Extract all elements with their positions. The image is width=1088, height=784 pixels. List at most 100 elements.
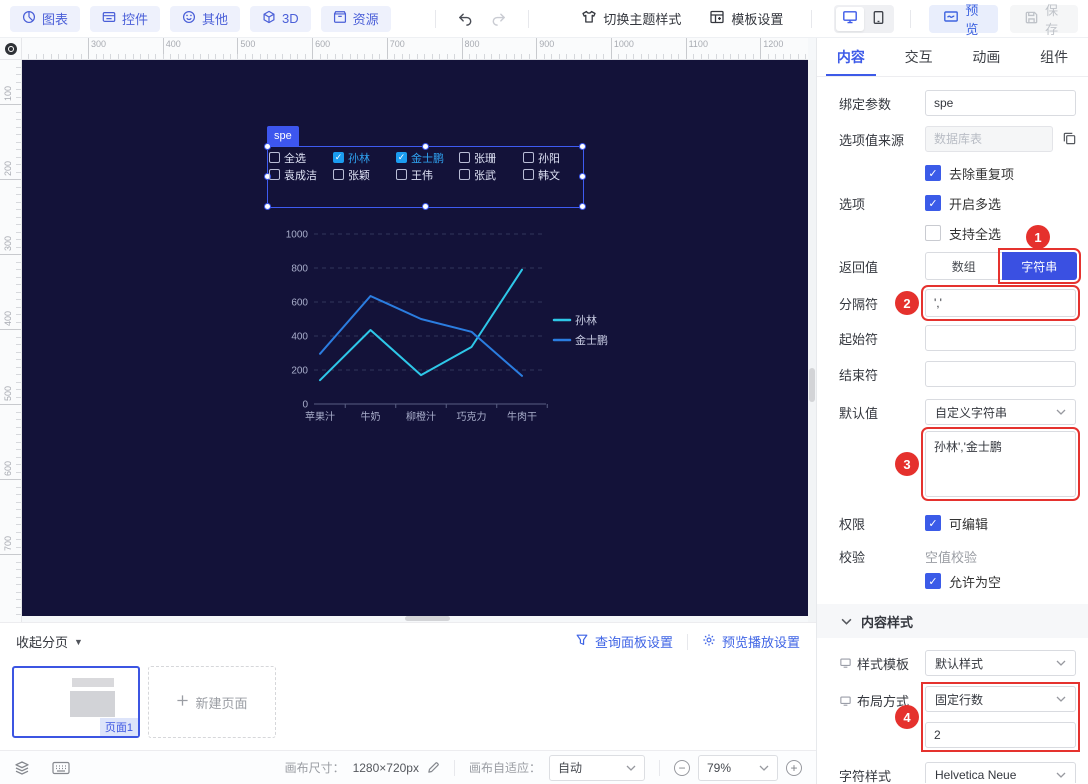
tab-animation[interactable]: 动画 [972,49,1001,65]
h-ruler-tick-label: 500 [240,39,256,49]
chart-series-line [319,295,523,377]
edit-pencil-icon[interactable] [427,761,440,774]
end-char-input[interactable] [925,361,1076,387]
design-canvas[interactable]: spe 全选 ✓ 孙林 ✓ 金士鹏 张珊 孙阳 袁成洁 张颖 王伟 张武 韩文 0 200 400 600 8… [22,60,808,616]
selection-handle[interactable] [579,173,586,180]
checkbox-unchecked-icon [523,169,534,180]
default-value-textarea[interactable] [921,427,1080,501]
save-button[interactable]: 保存 [1010,3,1078,37]
layout-mode-select[interactable]: 固定行数 [925,686,1076,712]
new-page-label: 新建页面 [195,695,248,711]
menu-charts-button[interactable]: 图表 [10,5,81,32]
checkbox-checked-icon: ✓ [396,152,407,163]
legend-label[interactable]: 孙林 [575,313,597,327]
selection-handle[interactable] [579,203,586,210]
canvas-fit-select[interactable]: 自动 [549,754,645,781]
vertical-scrollbar-thumb[interactable] [809,368,815,402]
thumbnail-placeholder-bar [72,678,114,687]
chevron-down-icon [1056,696,1066,702]
canvas-checkbox-option[interactable]: ✓ 孙林 [333,150,396,166]
selection-handle[interactable] [264,143,271,150]
return-string-option[interactable]: 字符串 [997,248,1081,284]
collapse-pages-button[interactable]: 收起分页 ▼ [16,632,83,651]
default-type-select[interactable]: 自定义字符串 [925,399,1076,425]
desktop-mode-button[interactable] [836,6,865,31]
template-settings-button[interactable]: 模板设置 [709,9,783,28]
selection-handle[interactable] [579,143,586,150]
tshirt-icon [581,9,597,28]
source-input[interactable] [925,126,1053,152]
multi-select-checkbox[interactable]: ✓ 开启多选 [925,192,1076,214]
layers-icon[interactable] [14,760,30,776]
canvas-checkbox-option[interactable]: 张武 [459,167,523,183]
binding-param-input[interactable] [925,90,1076,116]
theme-switch-button[interactable]: 切换主题样式 [581,9,681,28]
chevron-down-icon [626,765,636,771]
tab-interaction[interactable]: 交互 [904,49,933,65]
zoom-in-icon[interactable]: + [786,759,802,776]
tab-component[interactable]: 组件 [1040,49,1069,65]
canvas-checkbox-option[interactable]: 韩文 [523,167,583,183]
zoom-level-select[interactable]: 79% [698,754,778,781]
undo-icon[interactable] [456,7,476,31]
menu-3d-button[interactable]: 3D [250,5,311,32]
selection-handle[interactable] [264,173,271,180]
selection-handle[interactable] [264,203,271,210]
canvas-checkbox-option[interactable]: 张颖 [333,167,396,183]
legend-label[interactable]: 金士鹏 [575,333,608,347]
cube-icon [262,10,276,27]
zoom-out-icon[interactable]: − [674,759,690,776]
preview-button[interactable]: 预览 [929,3,999,37]
start-char-input[interactable] [925,325,1076,351]
canvas-checkbox-option[interactable]: 张珊 [459,150,523,166]
checkbox-unchecked-icon [523,152,534,163]
select-all-checkbox[interactable]: 支持全选 [925,222,1076,244]
thumbnail-placeholder-block [70,691,115,717]
canvas-checkbox-option[interactable]: 袁成洁 [269,167,333,183]
query-panel-settings-button[interactable]: 查询面板设置 [575,632,673,651]
layout-rows-input[interactable] [925,722,1076,748]
mobile-mode-button[interactable] [864,7,892,31]
default-type-value: 自定义字符串 [935,405,1008,420]
copy-icon[interactable] [1062,131,1077,146]
canvas-checkbox-option[interactable]: ✓ 金士鹏 [396,150,459,166]
menu-assets-label: 资源 [352,12,379,27]
separator-input[interactable] [921,285,1080,321]
canvas-checkbox-option[interactable]: 王伟 [396,167,459,183]
save-label: 保存 [1045,2,1059,37]
checkbox-unchecked-icon [269,152,280,163]
char-style-select[interactable]: Helvetica Neue [925,762,1076,783]
preview-play-settings-button[interactable]: 预览播放设置 [702,632,800,651]
checkbox-unchecked-icon [396,169,407,180]
default-value-label: 默认值 [839,405,879,421]
ruler-origin[interactable] [0,38,22,60]
return-array-option[interactable]: 数组 [925,252,1002,280]
canvas-checkbox-option[interactable]: 全选 [269,150,333,166]
horizontal-scrollbar-thumb[interactable] [405,616,450,621]
style-template-select[interactable]: 默认样式 [925,650,1076,676]
menu-other-button[interactable]: 其他 [170,5,241,32]
component-selection-box[interactable] [264,143,586,210]
annotation-badge-4: 4 [895,705,919,729]
menu-assets-button[interactable]: 资源 [320,5,391,32]
selection-handle[interactable] [421,143,429,150]
allow-empty-checkbox[interactable]: ✓ 允许为空 [925,570,1076,592]
redo-icon[interactable] [488,7,508,31]
tab-content[interactable]: 内容 [817,38,885,76]
menu-widgets-button[interactable]: 控件 [90,5,161,32]
toolbar-divider [910,9,912,28]
menu-widgets-label: 控件 [122,12,149,27]
content-style-section-header[interactable]: 内容样式 [817,604,1088,638]
keyboard-icon[interactable] [52,761,70,775]
panel-body: 绑定参数 选项值来源 ✓ 去除重复项 选项 ✓ [817,77,1088,783]
page-thumbnail-active[interactable]: 页面1 [12,666,140,738]
new-page-button[interactable]: 新建页面 [148,666,276,738]
dedupe-checkbox[interactable]: ✓ 去除重复项 [925,162,1076,184]
editable-checkbox[interactable]: ✓ 可编辑 [925,512,1076,534]
canvas-checkbox-label: 金士鹏 [411,152,444,165]
selection-handle[interactable] [421,203,429,210]
canvas-checkbox-option[interactable]: 孙阳 [523,150,583,166]
checkbox-unchecked-icon [459,152,470,163]
x-axis-label: 柳橙汁 [406,410,436,423]
